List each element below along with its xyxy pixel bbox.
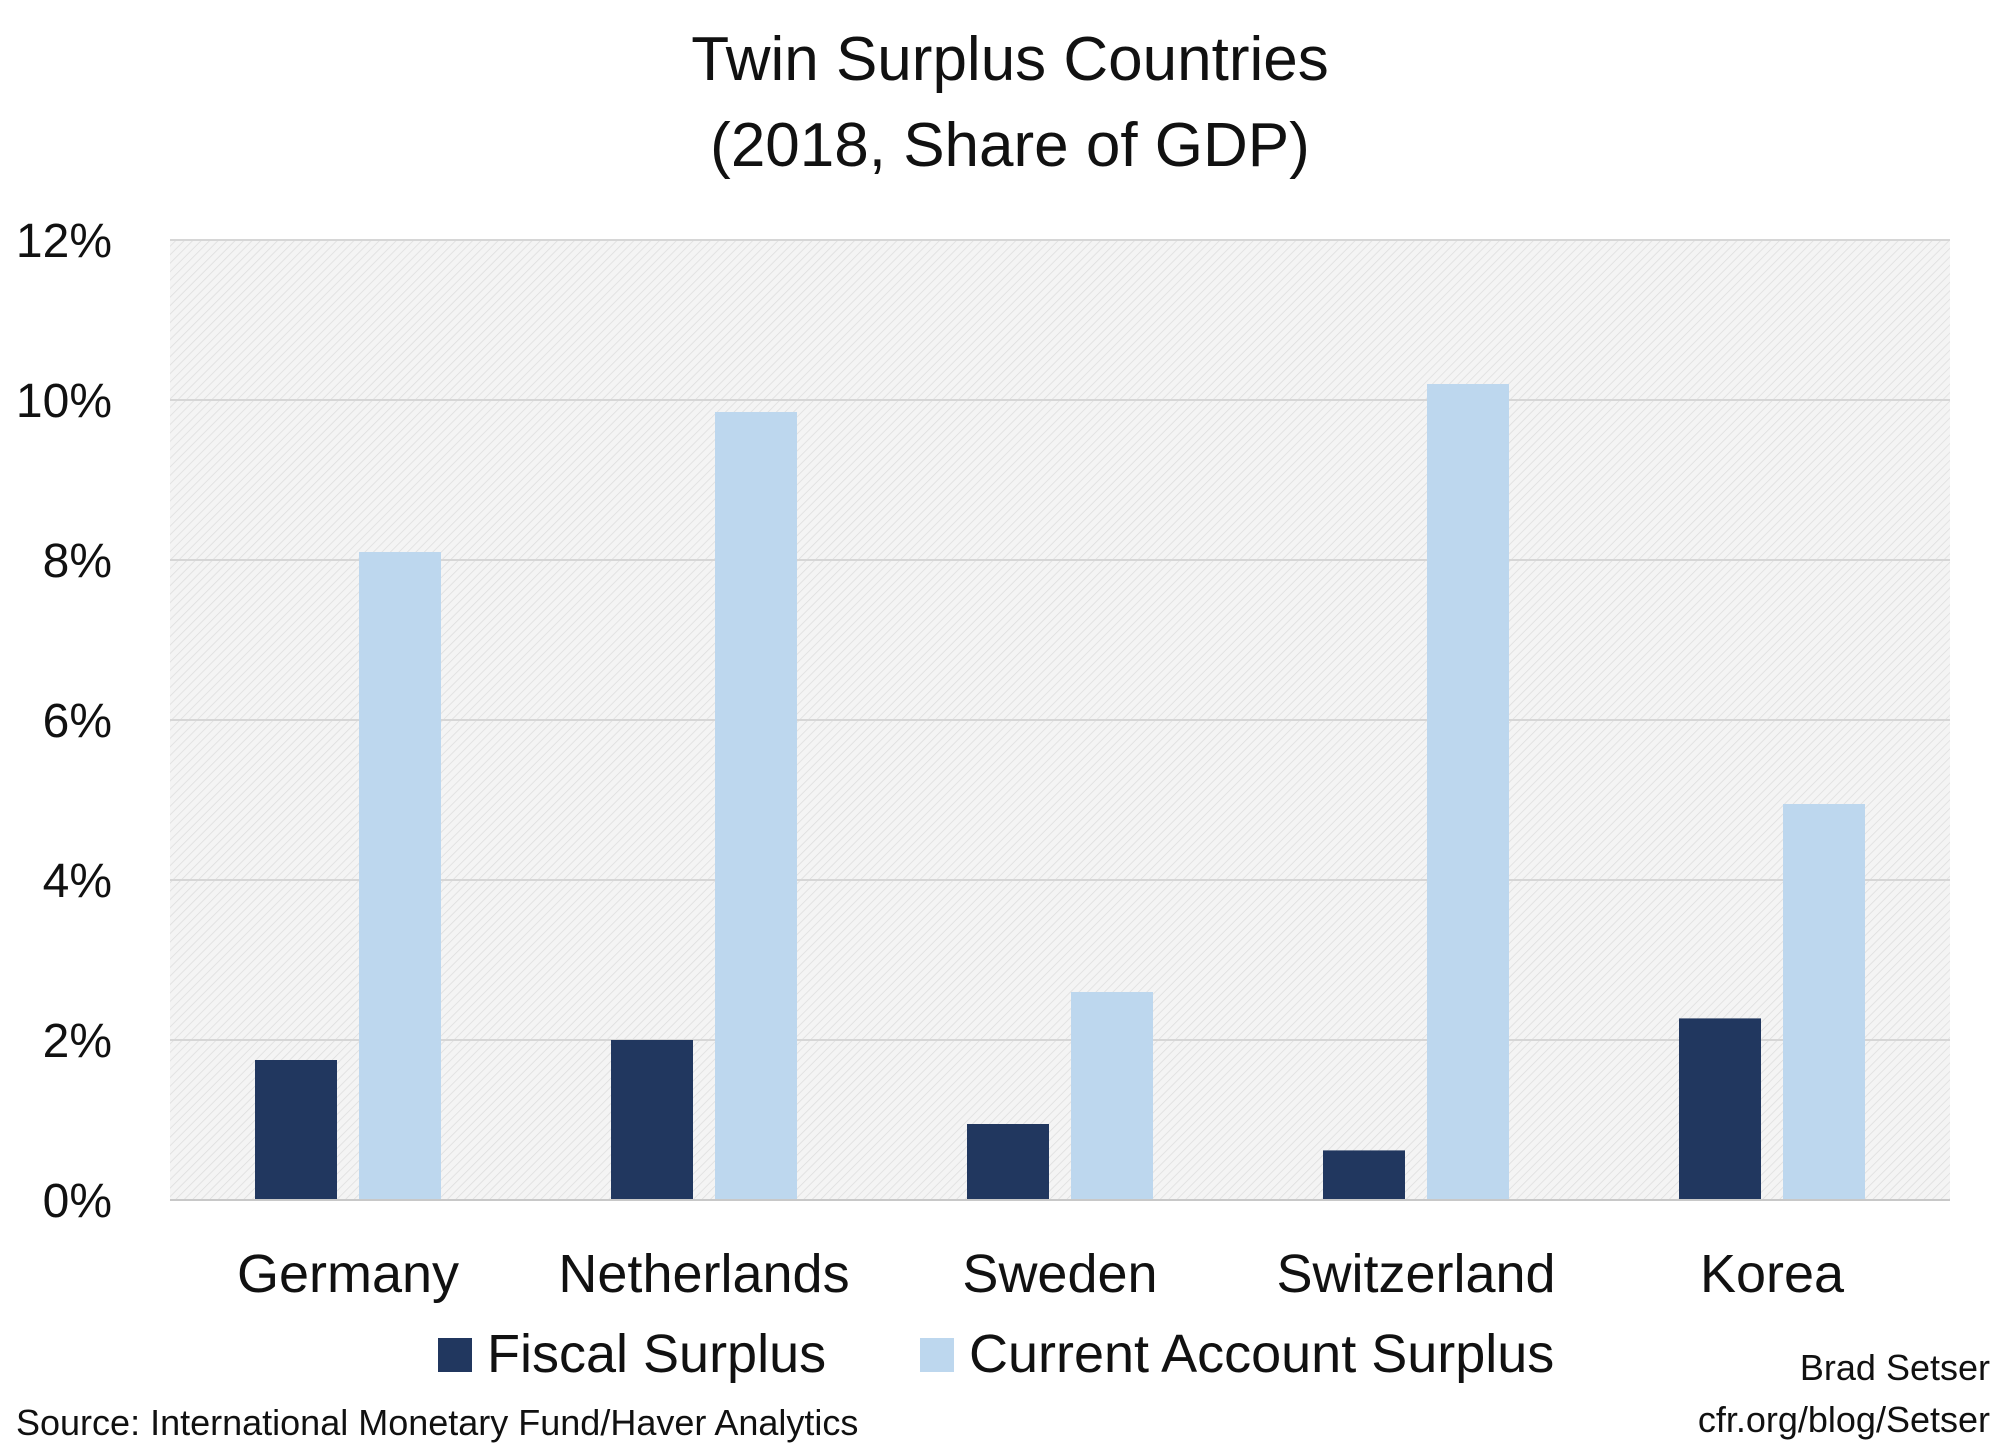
category-label: Sweden: [962, 1244, 1157, 1304]
bar-current-account-surplus-germany: [359, 552, 441, 1200]
category-label: Switzerland: [1276, 1244, 1555, 1304]
bars: [255, 384, 1865, 1200]
legend-label-current-account-surplus: Current Account Surplus: [969, 1324, 1554, 1384]
legend-swatch-fiscal-surplus: [438, 1338, 472, 1372]
y-tick-label: 12%: [16, 215, 112, 268]
y-tick-label: 4%: [43, 855, 112, 908]
category-label: Germany: [237, 1244, 459, 1304]
y-tick-label: 6%: [43, 695, 112, 748]
legend: Fiscal Surplus Current Account Surplus: [438, 1324, 1554, 1384]
chart-title: Twin Surplus Countries: [691, 25, 1329, 94]
gridlines: [170, 239, 1950, 1041]
bar-fiscal-surplus-switzerland: [1323, 1150, 1405, 1200]
y-tick-label: 0%: [43, 1175, 112, 1228]
y-axis-ticks: 0% 2% 4% 6% 8% 10% 12%: [16, 215, 112, 1228]
x-axis-labels: Germany Netherlands Sweden Switzerland Korea: [237, 1244, 1845, 1304]
legend-label-fiscal-surplus: Fiscal Surplus: [487, 1324, 826, 1384]
source-note: Source: International Monetary Fund/Have…: [16, 1402, 858, 1443]
y-tick-label: 8%: [43, 535, 112, 588]
bar-current-account-surplus-switzerland: [1427, 384, 1509, 1200]
bar-fiscal-surplus-korea: [1679, 1018, 1761, 1200]
bar-fiscal-surplus-sweden: [967, 1124, 1049, 1200]
bar-current-account-surplus-korea: [1783, 804, 1865, 1200]
author-name: Brad Setser: [1800, 1347, 1990, 1388]
bar-fiscal-surplus-germany: [255, 1060, 337, 1200]
author-url: cfr.org/blog/Setser: [1698, 1399, 1990, 1440]
category-label: Korea: [1700, 1244, 1845, 1304]
y-tick-label: 10%: [16, 375, 112, 428]
bar-fiscal-surplus-netherlands: [611, 1040, 693, 1200]
bar-current-account-surplus-sweden: [1071, 992, 1153, 1200]
category-label: Netherlands: [558, 1244, 849, 1304]
bar-current-account-surplus-netherlands: [715, 412, 797, 1200]
chart-subtitle: (2018, Share of GDP): [710, 111, 1310, 180]
legend-swatch-current-account-surplus: [920, 1338, 954, 1372]
y-tick-label: 2%: [43, 1015, 112, 1068]
